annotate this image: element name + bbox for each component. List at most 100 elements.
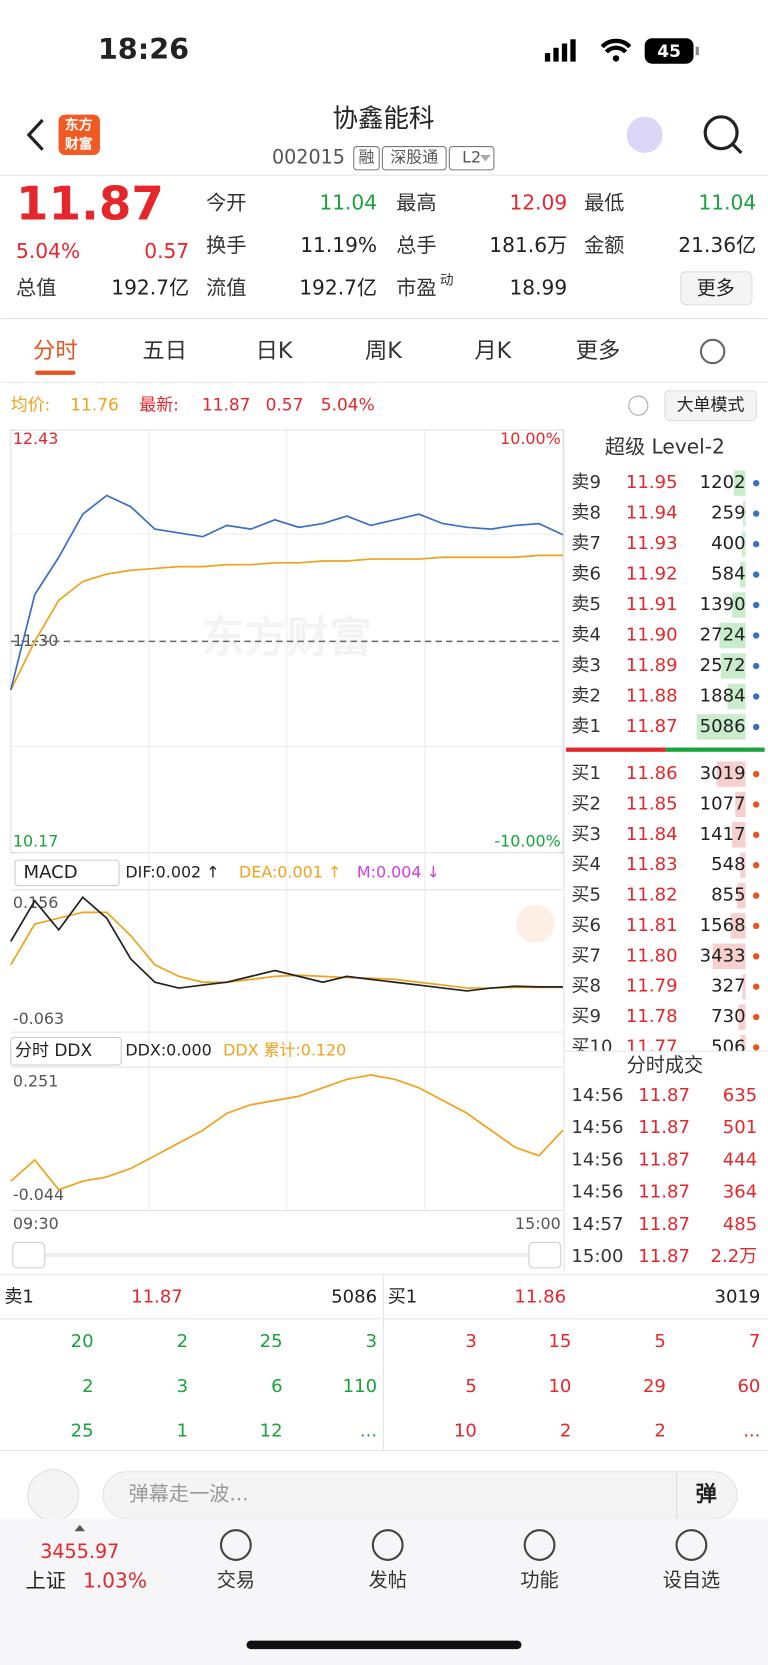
level-dot — [752, 831, 760, 839]
level-volume: 548 — [711, 854, 745, 875]
level-price: 11.80 — [626, 945, 678, 966]
tag-box — [381, 146, 447, 171]
nav-icon[interactable] — [523, 1529, 556, 1561]
queue-order: 3 — [177, 1376, 188, 1397]
field-label: 总手 — [396, 233, 436, 257]
trade-time: 14:57 — [571, 1214, 623, 1235]
dropdown-icon — [480, 155, 491, 162]
nav-icon[interactable] — [675, 1529, 708, 1561]
scroll-handle[interactable] — [12, 1241, 46, 1269]
y2-tick-label: -10.00% — [494, 832, 560, 851]
tag: 融 — [359, 148, 375, 167]
trade-volume: 501 — [723, 1117, 757, 1138]
danmaku-button[interactable]: 弹 — [696, 1482, 717, 1507]
level-volume: 3433 — [700, 945, 746, 966]
trade-price: 11.87 — [638, 1149, 690, 1170]
queue-volume: 3019 — [714, 1287, 760, 1308]
indicator-name[interactable]: MACD — [23, 862, 77, 883]
more-label[interactable]: 更多 — [697, 276, 735, 299]
nav-label[interactable]: 功能 — [520, 1569, 558, 1592]
m-label: M:0.004 ↓ — [357, 862, 440, 881]
level-price: 11.82 — [626, 885, 678, 906]
more-button[interactable] — [680, 271, 753, 306]
field-value: 181.6万 — [489, 233, 567, 257]
level-dot — [752, 693, 760, 700]
tab[interactable]: 分时 — [33, 338, 78, 364]
back-button[interactable] — [26, 118, 44, 151]
trade-time: 14:56 — [571, 1182, 623, 1203]
level-price: 11.84 — [626, 824, 678, 845]
indicator-select[interactable] — [10, 1036, 122, 1066]
dif-label: DIF:0.002 ↑ — [125, 862, 219, 881]
level-dot — [752, 510, 760, 517]
level-dot — [752, 540, 760, 548]
queue-order: 60 — [737, 1376, 760, 1397]
danmaku-settings[interactable] — [27, 1469, 80, 1522]
settings-icon[interactable] — [699, 338, 726, 365]
tab[interactable]: 月K — [474, 338, 512, 364]
level-label: 卖2 — [571, 685, 601, 706]
nav-label[interactable]: 交易 — [217, 1569, 255, 1592]
y-tick-label: 0.251 — [13, 1072, 59, 1091]
tag-box — [353, 146, 380, 171]
index-name[interactable]: 上证 — [26, 1569, 66, 1593]
level-volume: 2572 — [700, 655, 746, 676]
volume-bar — [727, 683, 746, 710]
level-volume: 855 — [711, 885, 745, 906]
expand-button[interactable] — [516, 904, 555, 943]
level-dot — [752, 632, 760, 639]
volume-bar — [739, 561, 746, 588]
tab[interactable]: 更多 — [576, 338, 621, 364]
dif-line — [10, 896, 563, 992]
nav-label[interactable]: 发帖 — [369, 1569, 407, 1592]
danmaku-placeholder: 弹幕走一波... — [129, 1482, 249, 1506]
indicator-name[interactable]: 分时 DDX — [15, 1041, 92, 1061]
y-tick-label: -0.044 — [13, 1185, 64, 1204]
level-volume: 327 — [711, 976, 745, 997]
field-label: 最低 — [584, 190, 624, 214]
indicator-select[interactable] — [14, 859, 120, 887]
volume-bar — [719, 622, 746, 649]
x-tick-label: 15:00 — [515, 1214, 561, 1233]
tab[interactable]: 日K — [256, 338, 294, 364]
nav-label[interactable]: 设自选 — [663, 1569, 720, 1592]
queue-order: 10 — [454, 1420, 477, 1441]
tag-box — [448, 146, 495, 171]
assistant-icon[interactable] — [626, 116, 663, 153]
queue-order: 25 — [71, 1420, 94, 1441]
tab-indicator — [35, 370, 76, 375]
scroll-handle[interactable] — [528, 1241, 562, 1269]
field-label: 金额 — [584, 233, 624, 257]
level-label: 卖1 — [571, 716, 601, 737]
mode-button[interactable] — [664, 390, 757, 422]
home-indicator — [246, 1640, 522, 1650]
queue-order: 110 — [343, 1376, 377, 1397]
volume-bar — [742, 973, 746, 1000]
level-volume: 400 — [711, 533, 745, 554]
order-book-title: 超级 Level-2 — [605, 435, 725, 459]
level-volume: 1077 — [700, 793, 746, 814]
volume-bar — [731, 822, 746, 848]
level-label: 买8 — [571, 976, 601, 997]
queue-order: 5 — [654, 1331, 665, 1352]
volume-bar — [732, 592, 746, 618]
level-dot — [752, 922, 760, 930]
mode-label[interactable]: 大单模式 — [677, 396, 745, 416]
trade-time: 14:56 — [571, 1149, 623, 1170]
level-label: 买9 — [571, 1006, 601, 1027]
tab[interactable]: 周K — [365, 338, 403, 364]
nav-icon[interactable] — [219, 1529, 252, 1561]
queue-order: ... — [360, 1420, 377, 1441]
tab[interactable]: 五日 — [142, 338, 187, 364]
tag: L2 — [462, 148, 481, 167]
search-icon[interactable] — [703, 115, 739, 151]
index-change[interactable]: 1.03% — [83, 1569, 147, 1593]
nav-icon[interactable] — [371, 1529, 404, 1561]
trade-volume: 364 — [723, 1182, 757, 1203]
dea-label: DEA:0.001 ↑ — [239, 862, 341, 881]
index-value[interactable]: 3455.97 — [40, 1540, 119, 1563]
y-tick-label: 10.17 — [13, 832, 59, 851]
level-price: 11.89 — [626, 655, 678, 676]
trade-volume: 635 — [723, 1085, 757, 1106]
